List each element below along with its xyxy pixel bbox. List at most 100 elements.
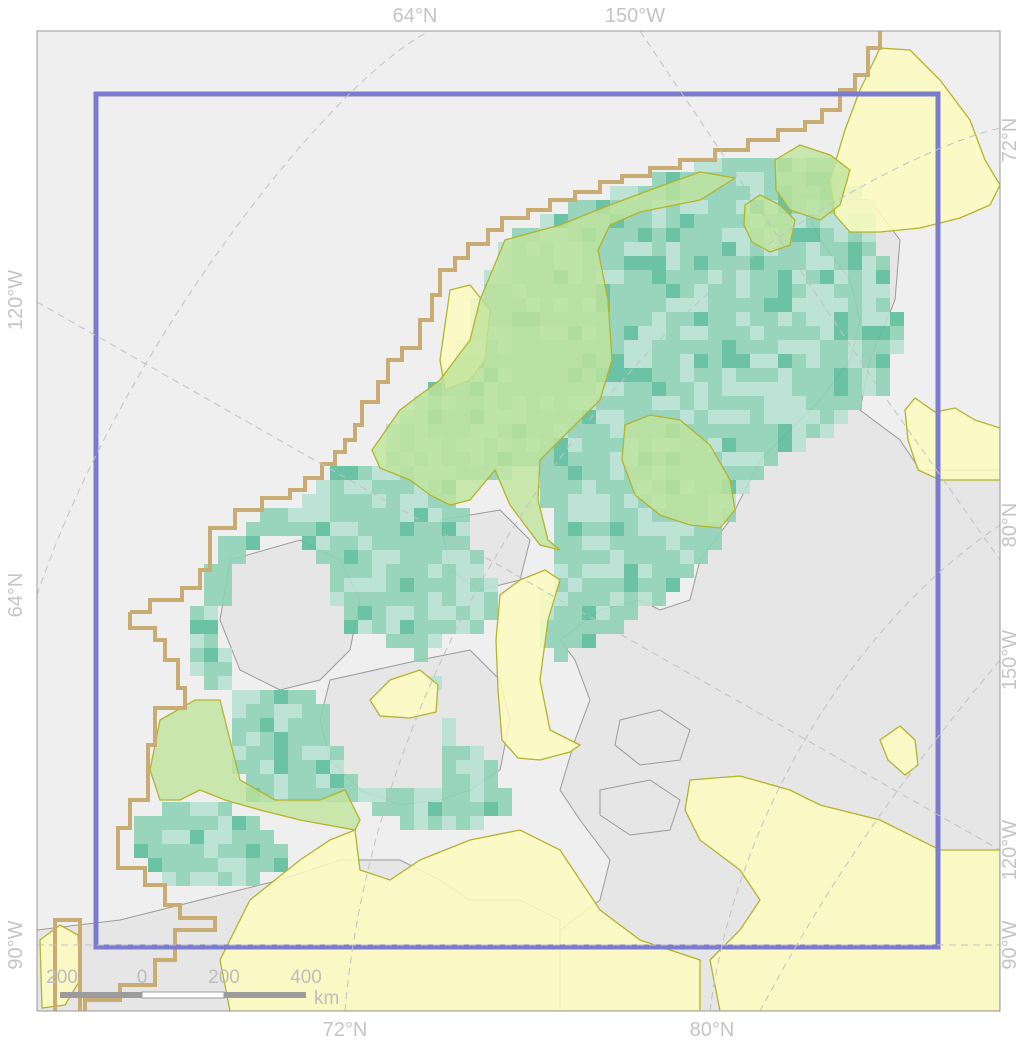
grid-cell [638,508,652,522]
grid-cell [218,536,232,550]
grid-cell [680,382,694,396]
grid-cell [330,508,344,522]
grid-cell [190,606,204,620]
grid-cell [554,564,568,578]
grid-cell [554,494,568,508]
grid-cell [302,690,316,704]
grid-cell [876,312,890,326]
grid-cell [862,242,876,256]
grid-cell [876,368,890,382]
grid-cell [610,550,624,564]
grid-cell [190,648,204,662]
grid-cell [666,242,680,256]
grid-cell [820,396,834,410]
grid-cell [554,620,568,634]
grid-cell [386,578,400,592]
grid-cell [736,270,750,284]
grid-cell [176,816,190,830]
grid-cell [568,200,582,214]
grid-cell [162,858,176,872]
grid-cell [792,410,806,424]
grid-cell [260,732,274,746]
grid-cell [610,606,624,620]
graticule-label-left: 120°W [5,270,27,330]
grid-cell [204,802,218,816]
grid-cell [218,844,232,858]
grid-cell [708,396,722,410]
grid-cell [736,172,750,186]
grid-cell [792,228,806,242]
grid-cell [204,676,218,690]
grid-cell [190,830,204,844]
grid-cell [820,410,834,424]
grid-cell [652,564,666,578]
grid-cell [582,438,596,452]
grid-cell [736,312,750,326]
grid-cell [610,494,624,508]
grid-cell [652,298,666,312]
grid-cell [330,536,344,550]
grid-cell [736,326,750,340]
grid-cell [442,760,456,774]
grid-cell [218,830,232,844]
grid-cell [736,368,750,382]
grid-cell [652,396,666,410]
grid-cell [358,466,372,480]
grid-cell [330,564,344,578]
grid-cell [792,354,806,368]
grid-cell [302,536,316,550]
grid-cell [442,536,456,550]
grid-cell [680,354,694,368]
grid-cell [386,634,400,648]
scale-tick-label: 200 [46,967,78,988]
grid-cell [302,704,316,718]
grid-cell [554,648,568,662]
grid-cell [666,578,680,592]
grid-cell [582,620,596,634]
grid-cell [708,270,722,284]
grid-cell [666,298,680,312]
grid-cell [694,298,708,312]
grid-cell [456,802,470,816]
grid-cell [750,354,764,368]
grid-cell [344,620,358,634]
grid-cell [806,256,820,270]
grid-cell [596,410,610,424]
grid-cell [736,158,750,172]
grid-cell [666,536,680,550]
grid-cell [232,732,246,746]
grid-cell [218,564,232,578]
grid-cell [456,760,470,774]
grid-cell [610,396,624,410]
grid-cell [414,494,428,508]
grid-cell [176,844,190,858]
grid-cell [344,592,358,606]
grid-cell [638,326,652,340]
grid-cell [204,592,218,606]
scale-bar-segment [60,992,142,998]
grid-cell [792,242,806,256]
grid-cell [778,284,792,298]
grid-cell [400,578,414,592]
grid-cell [722,368,736,382]
grid-cell [680,410,694,424]
grid-cell [638,396,652,410]
grid-cell [736,284,750,298]
scale-unit-label: km [314,988,339,1009]
grid-cell [708,256,722,270]
grid-cell [666,382,680,396]
grid-cell [722,298,736,312]
grid-cell [568,550,582,564]
grid-cell [722,452,736,466]
grid-cell [414,648,428,662]
grid-cell [652,172,666,186]
grid-cell [344,606,358,620]
grid-cell [750,424,764,438]
grid-cell [722,284,736,298]
grid-cell [694,550,708,564]
grid-cell [610,354,624,368]
grid-cell [302,788,316,802]
grid-cell [498,802,512,816]
grid-cell [554,606,568,620]
grid-cell [232,550,246,564]
